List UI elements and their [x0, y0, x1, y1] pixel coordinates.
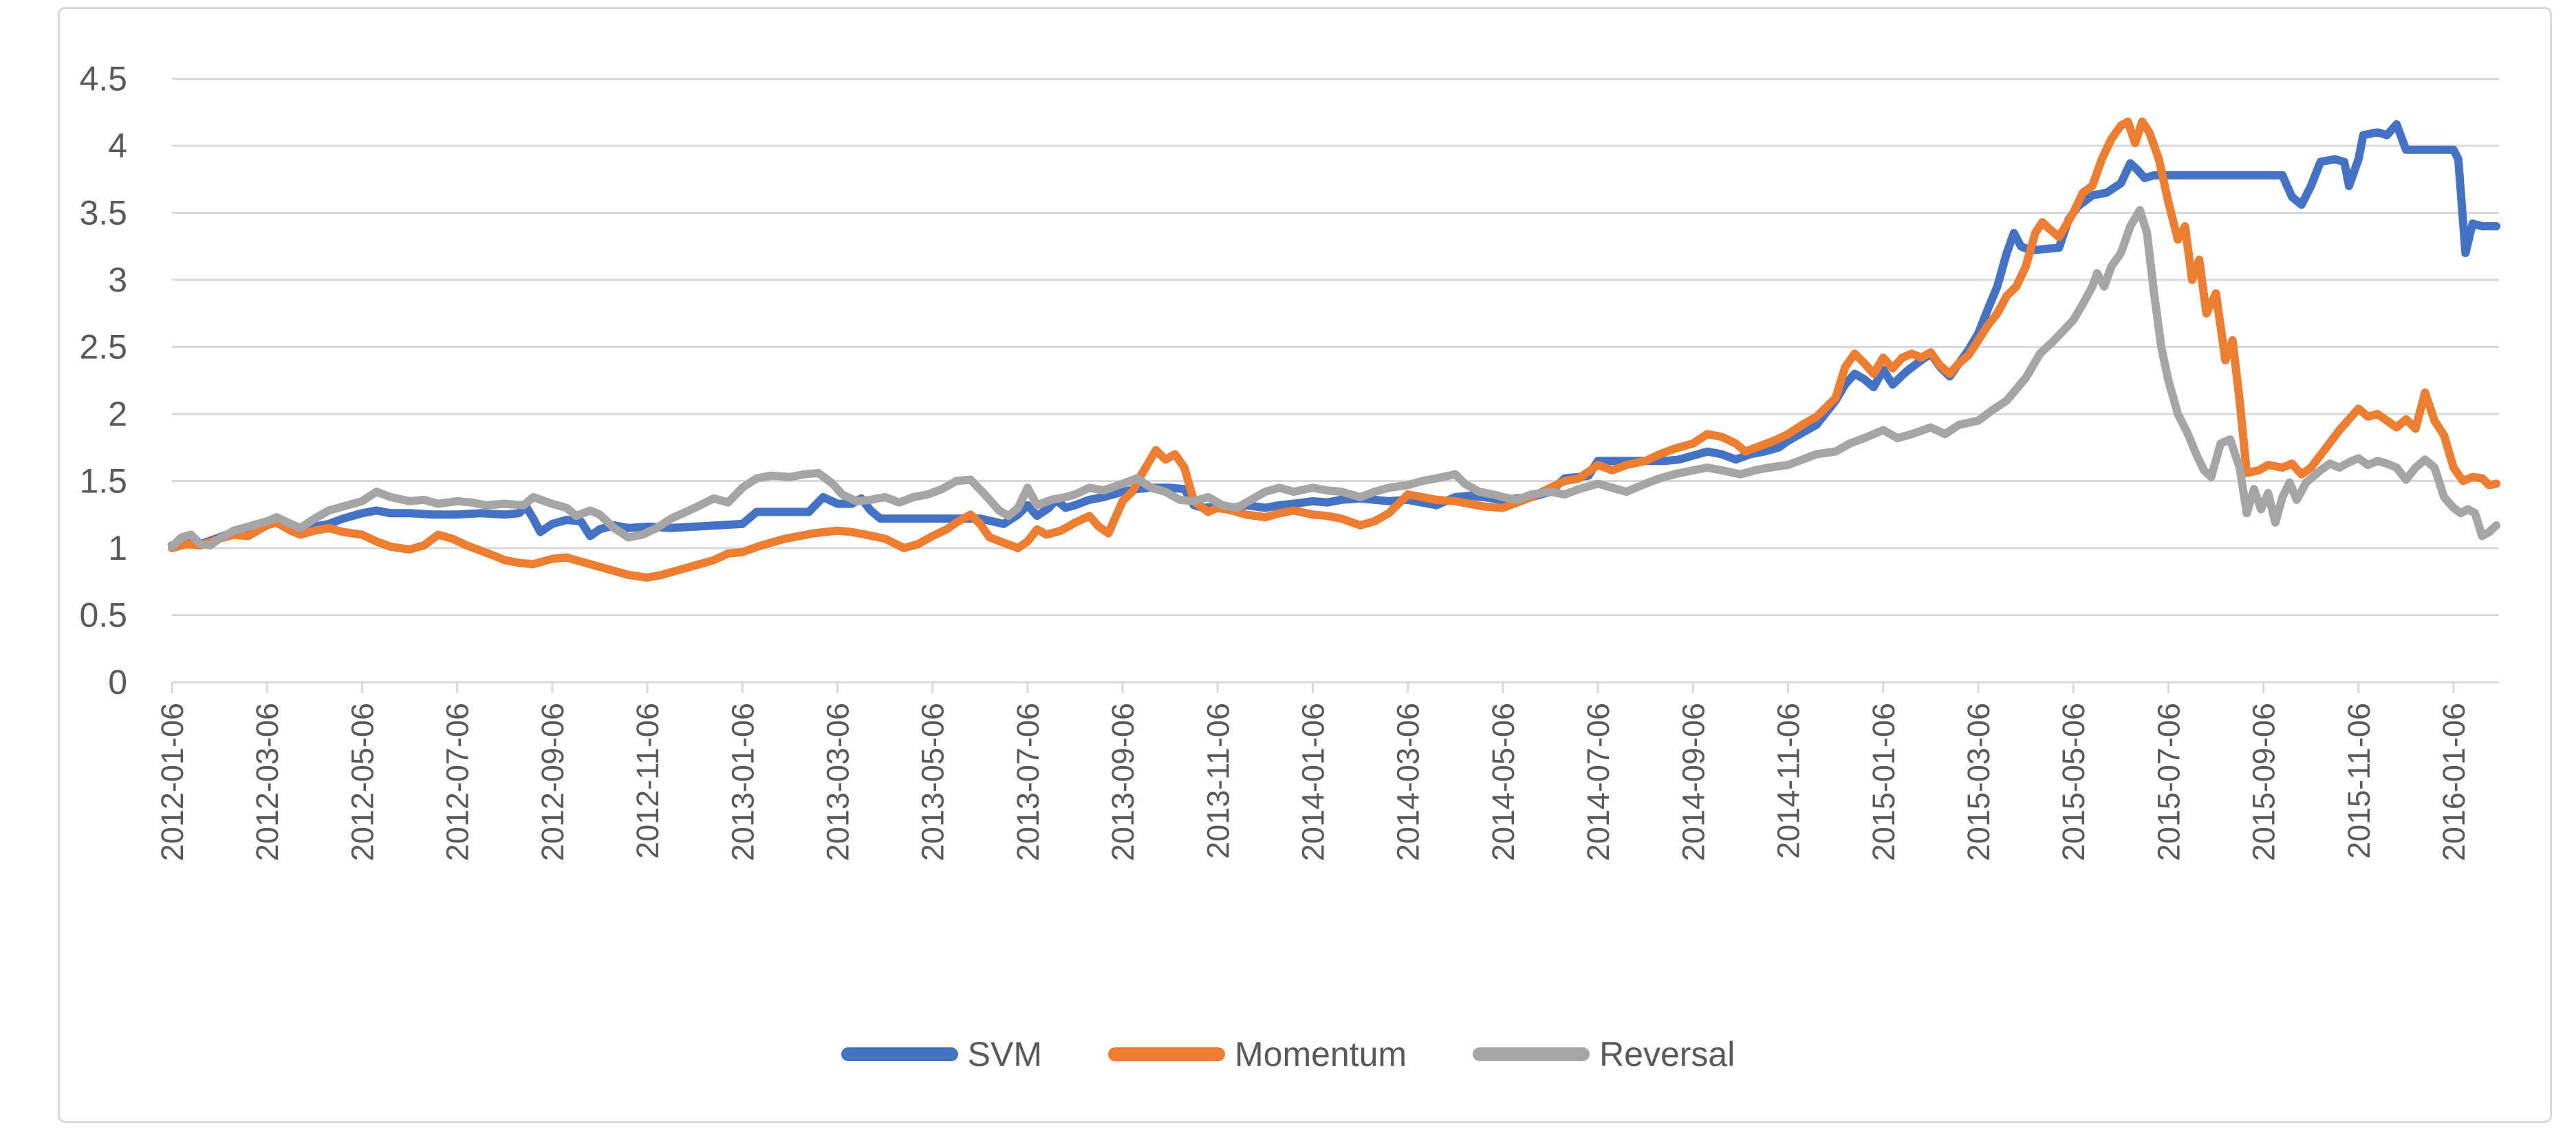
x-axis-label: 2015-11-06 [2341, 703, 2377, 859]
x-axis-label: 2015-05-06 [2056, 703, 2091, 861]
x-axis-label: 2015-09-06 [2247, 703, 2282, 861]
y-axis-label: 2 [108, 395, 127, 433]
y-axis-label: 2.5 [79, 328, 127, 367]
x-axis-label: 2016-01-06 [2436, 703, 2471, 861]
legend-item-svm: SVM [841, 1037, 1042, 1071]
chart-legend: SVM Momentum Reversal [0, 1037, 2576, 1071]
x-axis-label: 2015-03-06 [1961, 703, 1996, 861]
x-axis-label: 2013-11-06 [1200, 703, 1235, 859]
x-axis-label: 2014-03-06 [1391, 703, 1426, 861]
x-axis-label: 2015-07-06 [2151, 703, 2186, 861]
series-line-momentum [168, 117, 2501, 582]
x-axis-label: 2012-11-06 [630, 703, 665, 859]
x-axis-label: 2012-01-06 [155, 703, 190, 861]
y-axis-label: 1 [108, 529, 127, 567]
y-axis-label: 4.5 [79, 60, 127, 98]
x-axis-label: 2013-07-06 [1010, 703, 1046, 861]
y-axis-label: 4 [108, 127, 127, 165]
y-axis-label: 1.5 [79, 462, 127, 501]
x-axis-label: 2014-01-06 [1296, 703, 1331, 861]
series-line-reversal [168, 206, 2501, 551]
x-axis-label: 2013-03-06 [820, 703, 855, 861]
x-axis-label: 2012-09-06 [535, 703, 570, 861]
series-line-svm [168, 120, 2501, 550]
x-axis-label: 2012-07-06 [440, 703, 475, 861]
y-axis-label: 0 [108, 663, 127, 701]
legend-swatch-reversal [1473, 1047, 1590, 1061]
x-axis-label: 2013-05-06 [916, 703, 951, 861]
legend-swatch-momentum [1107, 1047, 1225, 1061]
legend-swatch-svm [841, 1047, 958, 1061]
x-axis-label: 2013-01-06 [725, 703, 760, 861]
x-axis-label: 2014-07-06 [1581, 703, 1616, 861]
legend-label: Momentum [1234, 1035, 1407, 1073]
x-axis-label: 2012-05-06 [345, 703, 380, 861]
x-axis-label: 2015-01-06 [1866, 703, 1901, 861]
x-axis-label: 2014-11-06 [1771, 703, 1806, 859]
y-axis-label: 3 [108, 261, 127, 299]
x-axis-label: 2013-09-06 [1105, 703, 1140, 861]
legend-label: SVM [967, 1035, 1042, 1073]
x-axis-label: 2014-09-06 [1676, 703, 1711, 861]
x-axis-label: 2014-05-06 [1486, 703, 1521, 861]
legend-item-reversal: Reversal [1473, 1037, 1735, 1071]
x-axis-label: 2012-03-06 [250, 703, 285, 861]
y-axis-label: 3.5 [79, 194, 127, 232]
chart-border [58, 7, 2552, 1123]
legend-item-momentum: Momentum [1107, 1035, 1407, 1073]
y-axis-label: 0.5 [79, 596, 127, 635]
legend-label: Reversal [1599, 1035, 1735, 1073]
